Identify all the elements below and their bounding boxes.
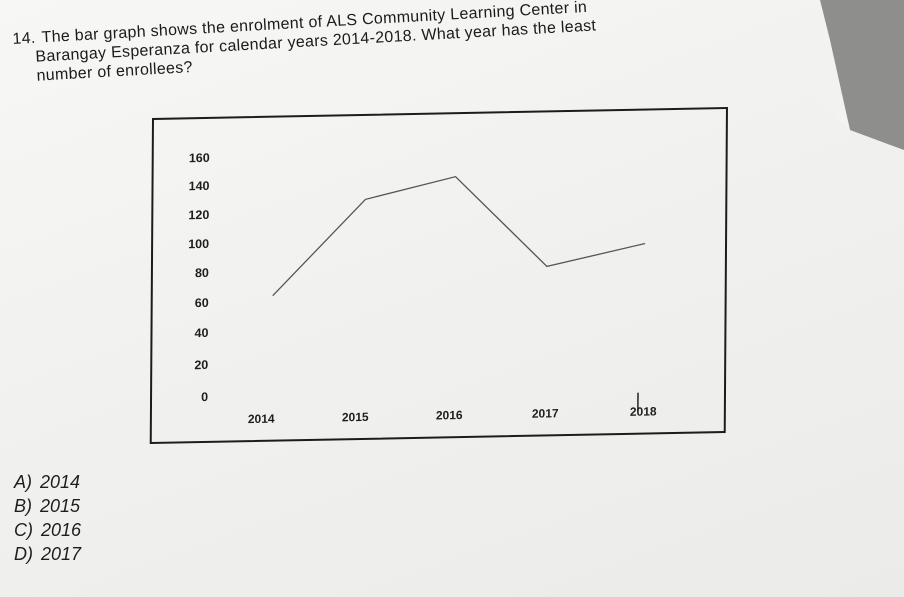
option-c[interactable]: C) 2016 — [14, 520, 82, 540]
x-tick: 2014 — [247, 411, 275, 427]
option-d[interactable]: D) 2017 — [14, 544, 82, 564]
x-tick: 2018 — [629, 404, 657, 419]
option-a[interactable]: A) 2014 — [14, 472, 81, 492]
option-b[interactable]: B) 2015 — [14, 496, 81, 516]
x-tick: 2016 — [435, 408, 463, 423]
answer-options: A) 2014 B) 2015 C) 2016 D) 2017 — [14, 470, 81, 566]
x-tick: 2015 — [341, 409, 369, 425]
x-tick: 2017 — [531, 406, 559, 421]
line-chart: 160 140 120 100 80 60 40 20 0 2014 2015 … — [149, 106, 728, 445]
plot-area — [272, 175, 646, 411]
series-line — [272, 175, 646, 297]
question-number: 14. — [12, 29, 37, 48]
